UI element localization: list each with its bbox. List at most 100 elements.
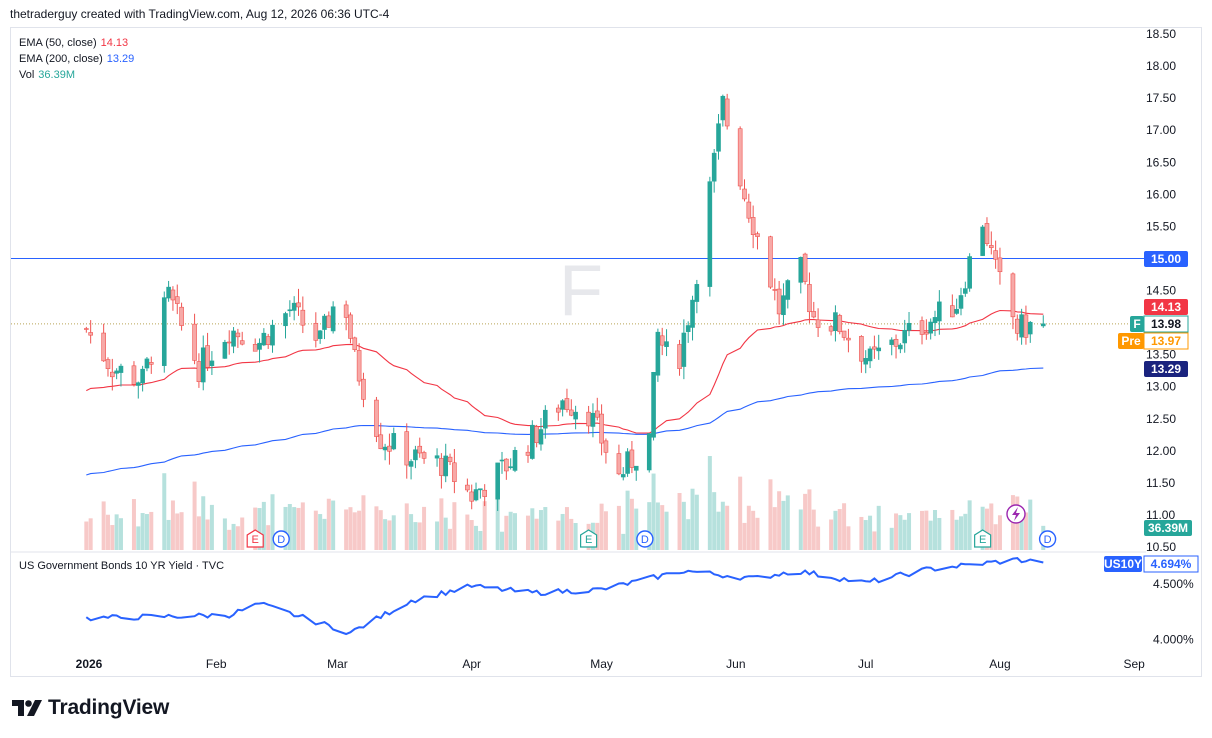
volume-bar-154 [1019,513,1024,550]
price-tag-ema50-bg [1144,299,1188,315]
dividend-marker-1[interactable]: D [272,530,290,548]
volume-bar-127 [859,516,864,550]
earnings-marker-4[interactable]: E [974,529,992,548]
volume-bar-144 [958,516,963,550]
legend-volume-label: Vol [19,69,35,81]
volume-bar-29 [261,501,266,550]
volume-bar-61 [452,502,457,550]
candle-body-58 [439,458,444,476]
volume-bar-12 [162,473,167,550]
yield-tag-border [1143,555,1199,573]
volume-bar-23 [227,529,232,550]
volume-bars [84,456,1046,550]
volume-bar-56 [422,506,427,550]
volume-bar-40 [326,498,331,550]
candle-body-95 [659,335,665,346]
candle-body-1 [88,332,93,336]
candle-body-137 [919,320,925,335]
volume-bar-85 [599,503,604,550]
legend-ema200[interactable]: EMA (200, close) 13.29 [19,53,134,65]
ema200-line [86,367,1044,476]
candle-body-76 [543,409,548,429]
candle-body-84 [594,410,600,418]
earnings-marker-2[interactable]: E [580,529,598,548]
volume-bar-14 [170,500,175,550]
volume-bar-13 [166,519,171,550]
volume-bar-90 [629,498,634,550]
event-letter: E [979,534,986,546]
volume-bar-110 [751,510,756,550]
candle-body-129 [867,348,873,362]
earnings-marker-0[interactable]: E [246,529,264,548]
chart-canvas[interactable]: F 18.50 18.00 17.50 17.00 16.50 16.00 15.50 15.0… [11,28,1201,676]
flash-event-marker[interactable] [1006,504,1026,524]
candle-body-138 [924,332,929,335]
event-letter: D [641,534,649,546]
volume-bar-126 [846,526,851,550]
volume-bar-59 [443,517,448,550]
tradingview-logo[interactable]: TradingView [12,696,169,720]
volume-bar-117 [798,509,803,550]
volume-bar-146 [967,500,972,550]
chart-frame[interactable]: F 18.50 18.00 17.50 17.00 16.50 16.00 15.50 15.0… [10,27,1202,677]
legend-ema50[interactable]: EMA (50, close) 14.13 [19,37,128,49]
candle-body-124 [837,315,843,333]
candle-body-105 [720,95,726,121]
candle-body-31 [270,324,275,346]
candle-body-35 [296,302,301,308]
price-axis-label-16.00: 16.00 [1146,187,1176,201]
volume-bar-35 [296,507,301,550]
symbol-watermark: F [559,251,603,331]
volume-bar-58 [439,498,444,550]
chart-attribution: thetraderguy created with TradingView.co… [10,7,390,21]
lower-pane-title[interactable]: US Government Bonds 10 YR Yield · TVC [19,560,225,572]
volume-bar-31 [270,494,275,550]
dividend-badge-icon [636,530,654,548]
candle-body-29 [261,332,267,346]
event-letter: E [252,534,259,546]
volume-bar-143 [954,519,959,550]
candle-body-101 [694,284,700,302]
volume-bar-8 [136,526,141,550]
candle-body-53 [408,461,414,467]
dividend-marker-3[interactable]: D [636,530,654,548]
volume-bar-99 [686,519,691,550]
candle-body-21 [209,360,215,366]
volume-bar-115 [781,500,786,550]
price-tag-last: 13.98 [1151,317,1181,331]
candle-body-126 [846,337,851,341]
legend-volume[interactable]: Vol 36.39M [19,69,75,81]
dividend-marker-5[interactable]: D [1038,530,1057,548]
volume-bar-133 [894,513,899,550]
volume-bar-108 [742,522,747,550]
candle-body-0 [84,328,89,330]
volume-bar-124 [837,509,842,550]
volume-bar-89 [625,490,630,550]
candle-body-8 [135,382,141,386]
volume-bar-147 [980,506,985,550]
volume-bar-109 [746,505,751,550]
price-axis-label-18.50: 18.50 [1146,28,1176,41]
volume-bar-67 [495,481,500,550]
candle-body-128 [863,358,869,365]
candle-body-97 [677,344,682,369]
legend-ema200-label: EMA (200, close) [19,53,103,65]
volume-bar-102 [707,456,712,550]
candle-body-24 [231,330,236,347]
price-tag-last-bg [1144,316,1188,332]
candle-body-82 [586,411,591,427]
candle-body-71 [512,450,518,471]
candle-body-88 [620,474,626,478]
candle-body-75 [538,429,544,445]
volume-bar-75 [538,510,543,550]
volume-bar-49 [383,519,388,550]
price-tag-symbol: F [1133,317,1140,331]
volume-bar-123 [833,510,838,550]
volume-bar-30 [266,525,271,550]
candle-body-47 [374,399,379,437]
time-axis-label-2026: 2026 [76,657,103,671]
candle-body-3 [105,359,111,369]
volume-bar-55 [417,522,422,550]
candle-body-20 [205,345,210,368]
volume-bar-43 [348,507,353,550]
